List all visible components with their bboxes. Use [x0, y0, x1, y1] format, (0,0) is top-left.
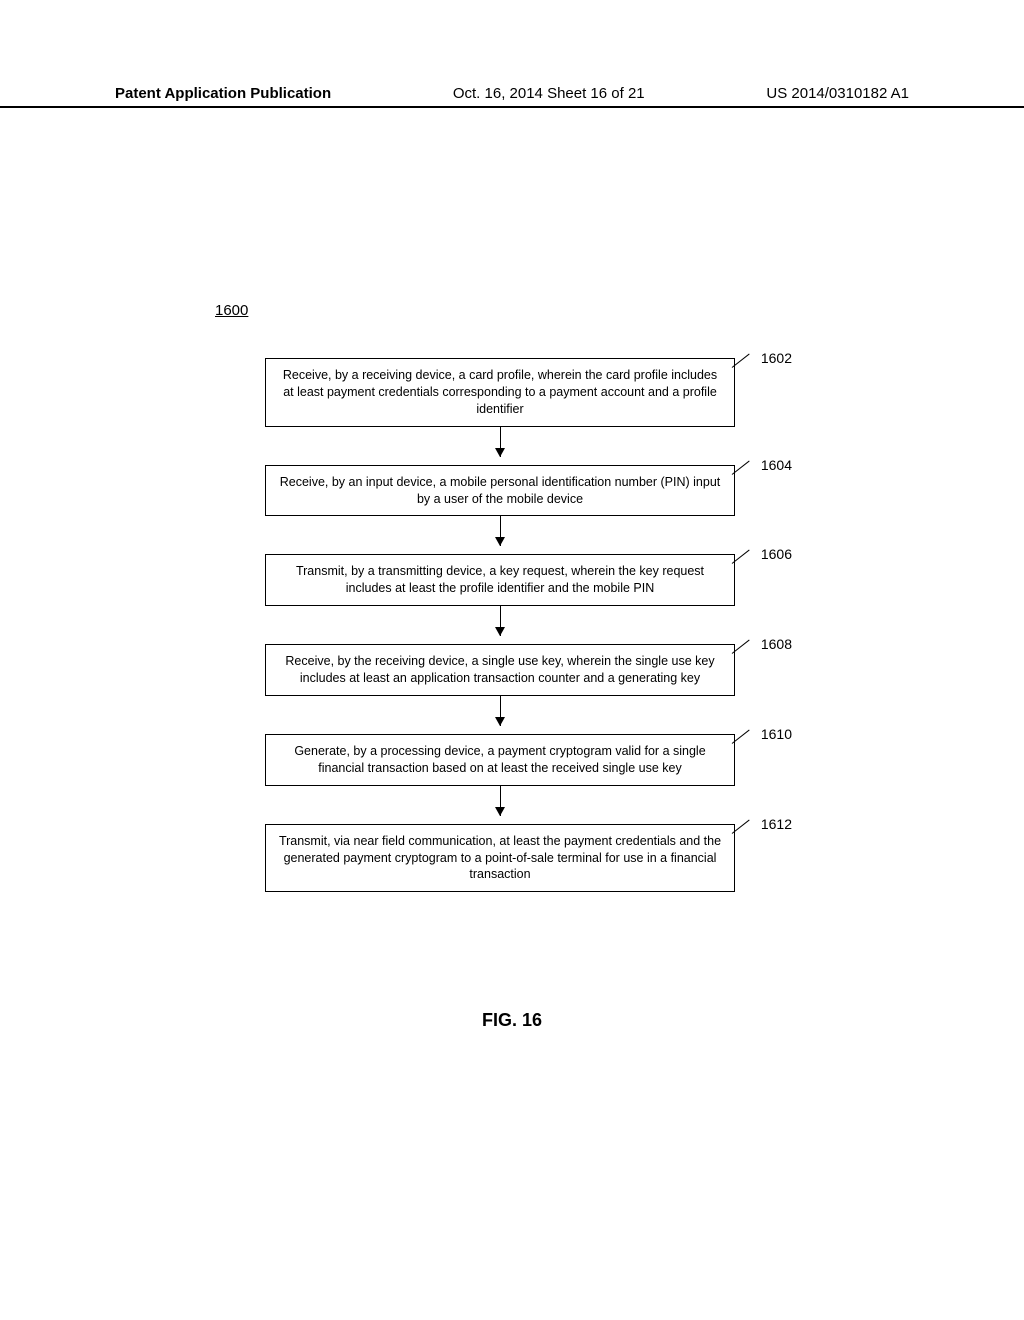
step-text: Transmit, by a transmitting device, a ke… [296, 564, 704, 595]
flowchart-arrow [265, 606, 735, 644]
flowchart-arrow [265, 786, 735, 824]
publication-type: Patent Application Publication [115, 85, 331, 102]
flowchart-step: 1602 Receive, by a receiving device, a c… [265, 358, 735, 427]
flowchart-step: 1608 Receive, by the receiving device, a… [265, 644, 735, 696]
step-label: 1608 [761, 635, 792, 654]
date-sheet: Oct. 16, 2014 Sheet 16 of 21 [453, 85, 645, 102]
flowchart-container: 1602 Receive, by a receiving device, a c… [265, 358, 735, 892]
arrow-line [500, 696, 501, 726]
header-content: Patent Application Publication Oct. 16, … [0, 85, 1024, 102]
flowchart-step: 1604 Receive, by an input device, a mobi… [265, 465, 735, 517]
flowchart-step: 1606 Transmit, by a transmitting device,… [265, 554, 735, 606]
arrow-line [500, 606, 501, 636]
flowchart-arrow [265, 516, 735, 554]
figure-reference-number: 1600 [215, 302, 248, 319]
arrow-head-icon [495, 807, 505, 816]
figure-caption: FIG. 16 [0, 1010, 1024, 1031]
flowchart-step: 1610 Generate, by a processing device, a… [265, 734, 735, 786]
flowchart-arrow [265, 696, 735, 734]
step-text: Receive, by an input device, a mobile pe… [280, 475, 721, 506]
arrow-head-icon [495, 537, 505, 546]
page-header: Patent Application Publication Oct. 16, … [0, 85, 1024, 108]
step-label: 1606 [761, 545, 792, 564]
arrow-line [500, 427, 501, 457]
step-text: Receive, by the receiving device, a sing… [285, 654, 714, 685]
arrow-head-icon [495, 717, 505, 726]
flowchart-arrow [265, 427, 735, 465]
step-label: 1604 [761, 456, 792, 475]
step-label: 1612 [761, 815, 792, 834]
step-label: 1610 [761, 725, 792, 744]
step-label: 1602 [761, 349, 792, 368]
step-text: Receive, by a receiving device, a card p… [283, 368, 717, 416]
step-text: Generate, by a processing device, a paym… [294, 744, 705, 775]
arrow-head-icon [495, 627, 505, 636]
flowchart-step: 1612 Transmit, via near field communicat… [265, 824, 735, 893]
arrow-head-icon [495, 448, 505, 457]
publication-number: US 2014/0310182 A1 [766, 85, 909, 102]
arrow-line [500, 516, 501, 546]
label-connector [732, 354, 750, 368]
step-text: Transmit, via near field communication, … [279, 834, 721, 882]
arrow-line [500, 786, 501, 816]
